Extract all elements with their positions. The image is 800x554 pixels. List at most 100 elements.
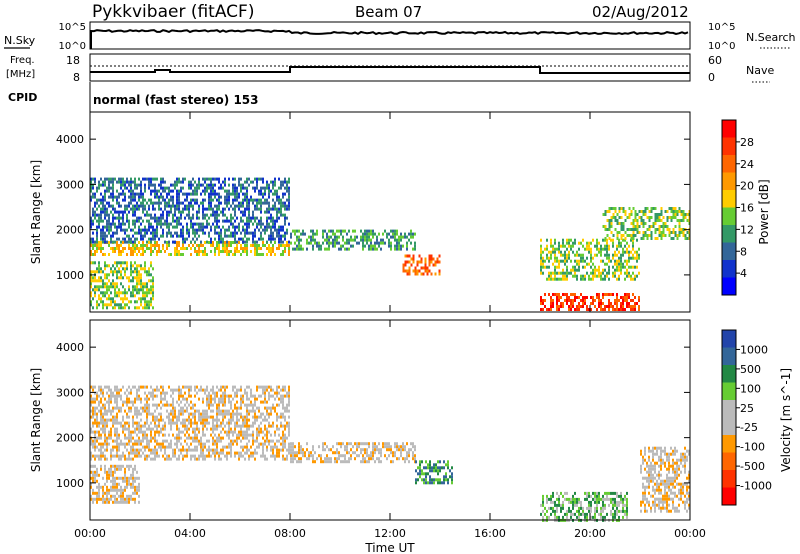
- echo-cell: [542, 503, 544, 507]
- echo-cell: [104, 412, 106, 416]
- echo-cell: [228, 244, 230, 247]
- echo-cell: [618, 238, 620, 242]
- echo-cell: [130, 388, 132, 392]
- echo-cell: [186, 385, 188, 389]
- echo-cell: [94, 210, 96, 214]
- echo-cell: [284, 418, 286, 422]
- echo-cell: [330, 457, 332, 461]
- echo-cell: [212, 424, 214, 428]
- echo-cell: [348, 451, 350, 455]
- echo-cell: [324, 238, 326, 242]
- echo-cell: [144, 421, 146, 425]
- echo-cell: [148, 273, 150, 277]
- echo-cell: [210, 207, 212, 211]
- echo-cell: [182, 240, 184, 244]
- echo-cell: [234, 195, 236, 199]
- echo-cell: [572, 500, 574, 504]
- echo-cell: [554, 250, 556, 254]
- echo-cell: [378, 241, 380, 245]
- echo-cell: [402, 235, 404, 239]
- echo-cell: [254, 247, 256, 250]
- echo-cell: [186, 192, 188, 196]
- echo-cell: [278, 237, 280, 241]
- echo-cell: [570, 238, 572, 242]
- echo-cell: [182, 253, 184, 256]
- echo-cell: [162, 177, 164, 181]
- echo-cell: [558, 503, 560, 507]
- echo-cell: [190, 219, 192, 223]
- echo-cell: [116, 216, 118, 220]
- echo-cell: [196, 427, 198, 431]
- echo-cell: [612, 207, 615, 210]
- echo-cell: [266, 225, 268, 229]
- echo-cell: [234, 237, 236, 241]
- echo-cell: [630, 213, 633, 216]
- echo-cell: [132, 445, 134, 449]
- echo-cell: [226, 228, 228, 232]
- echo-cell: [266, 219, 268, 223]
- echo-cell: [144, 264, 146, 268]
- echo-cell: [248, 385, 250, 389]
- echo-cell: [122, 276, 124, 280]
- echo-cell: [132, 234, 134, 238]
- echo-cell: [284, 207, 286, 211]
- echo-cell: [254, 207, 256, 211]
- echo-cell: [152, 276, 154, 280]
- echo-cell: [244, 192, 246, 196]
- echo-cell: [392, 454, 394, 458]
- echo-cell: [608, 277, 610, 281]
- echo-cell: [390, 247, 392, 251]
- echo-cell: [288, 448, 290, 452]
- echo-cell: [252, 222, 254, 226]
- echo-cell: [170, 189, 172, 193]
- echo-cell: [128, 285, 130, 289]
- nave-label: Nave: [746, 64, 774, 77]
- echo-cell: [176, 400, 178, 404]
- echo-cell: [682, 210, 685, 213]
- echo-cell: [178, 439, 180, 443]
- echo-cell: [370, 232, 372, 236]
- echo-cell: [296, 451, 298, 455]
- echo-cell: [240, 427, 242, 431]
- echo-cell: [630, 265, 632, 269]
- echo-cell: [132, 448, 134, 452]
- echo-cell: [282, 430, 284, 434]
- echo-cell: [174, 210, 176, 214]
- echo-cell: [246, 397, 248, 401]
- echo-cell: [128, 409, 130, 413]
- echo-cell: [624, 296, 626, 299]
- echo-cell: [184, 433, 186, 437]
- echo-cell: [94, 213, 96, 217]
- echo-cell: [574, 308, 576, 311]
- echo-cell: [586, 506, 588, 510]
- echo-cell: [114, 500, 116, 504]
- echo-cell: [620, 271, 622, 275]
- echo-cell: [172, 388, 174, 392]
- echo-cell: [214, 189, 216, 193]
- echo-cell: [158, 195, 160, 199]
- echo-cell: [210, 195, 212, 199]
- echo-cell: [156, 222, 158, 226]
- echo-cell: [90, 219, 92, 223]
- echo-cell: [202, 189, 204, 193]
- echo-cell: [156, 451, 158, 455]
- echo-cell: [368, 445, 370, 449]
- echo-cell: [114, 270, 116, 274]
- echo-cell: [608, 268, 610, 272]
- echo-cell: [642, 234, 645, 237]
- echo-cell: [417, 472, 419, 476]
- echo-cell: [250, 198, 252, 202]
- echo-cell: [206, 412, 208, 416]
- echo-cell: [106, 234, 108, 238]
- echo-cell: [116, 436, 118, 440]
- echo-cell: [222, 451, 224, 455]
- echo-cell: [110, 297, 112, 301]
- echo-cell: [427, 472, 429, 476]
- echo-cell: [234, 403, 236, 407]
- echo-cell: [274, 201, 276, 205]
- echo-cell: [234, 439, 236, 443]
- echo-cell: [206, 418, 208, 422]
- echo-cell: [232, 222, 234, 226]
- echo-cell: [108, 273, 110, 277]
- echo-cell: [128, 397, 130, 401]
